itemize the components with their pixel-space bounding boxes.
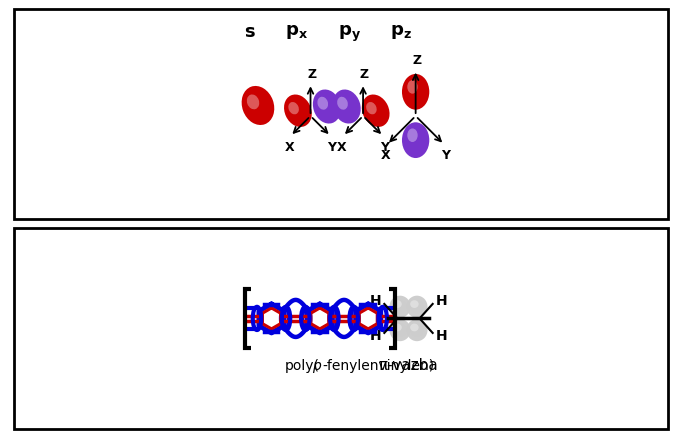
Ellipse shape (389, 296, 411, 318)
Text: Z: Z (359, 68, 369, 81)
Text: H: H (436, 329, 447, 343)
Ellipse shape (410, 324, 419, 331)
Text: $\mathbf{p_y}$: $\mathbf{p_y}$ (338, 24, 361, 44)
Text: p: p (312, 359, 321, 373)
Text: H: H (370, 294, 381, 308)
Ellipse shape (406, 319, 428, 341)
Text: H: H (370, 329, 381, 343)
Ellipse shape (288, 102, 299, 114)
Ellipse shape (411, 300, 424, 314)
Ellipse shape (337, 97, 348, 110)
Text: Y: Y (441, 149, 450, 162)
Ellipse shape (362, 95, 389, 127)
Ellipse shape (247, 95, 259, 110)
Ellipse shape (407, 128, 417, 142)
Text: H: H (436, 294, 447, 308)
Ellipse shape (394, 300, 402, 308)
Ellipse shape (241, 86, 274, 125)
Text: s: s (244, 24, 255, 42)
Text: π-vazba: π-vazba (379, 358, 439, 373)
Ellipse shape (402, 122, 429, 158)
Ellipse shape (411, 323, 424, 337)
Text: X: X (284, 141, 294, 154)
Ellipse shape (394, 324, 402, 331)
Ellipse shape (333, 89, 361, 124)
Ellipse shape (394, 300, 406, 314)
Ellipse shape (284, 95, 312, 127)
Ellipse shape (410, 300, 419, 308)
Text: $\mathbf{p_z}$: $\mathbf{p_z}$ (390, 24, 412, 42)
Text: Y: Y (327, 141, 336, 154)
Text: $\mathbf{p_x}$: $\mathbf{p_x}$ (285, 24, 308, 42)
Text: poly(: poly( (285, 359, 320, 373)
Ellipse shape (317, 97, 328, 110)
Text: Y: Y (380, 141, 389, 154)
Ellipse shape (407, 80, 417, 94)
Ellipse shape (402, 74, 429, 110)
Ellipse shape (366, 102, 376, 114)
Text: Z: Z (412, 54, 421, 67)
Ellipse shape (394, 323, 406, 337)
Text: -fenylenvinylen): -fenylenvinylen) (323, 359, 435, 373)
Text: Z: Z (307, 68, 316, 81)
Ellipse shape (313, 89, 341, 124)
Ellipse shape (389, 319, 411, 341)
Ellipse shape (406, 296, 428, 318)
Text: X: X (337, 141, 346, 154)
Text: X: X (381, 149, 391, 162)
